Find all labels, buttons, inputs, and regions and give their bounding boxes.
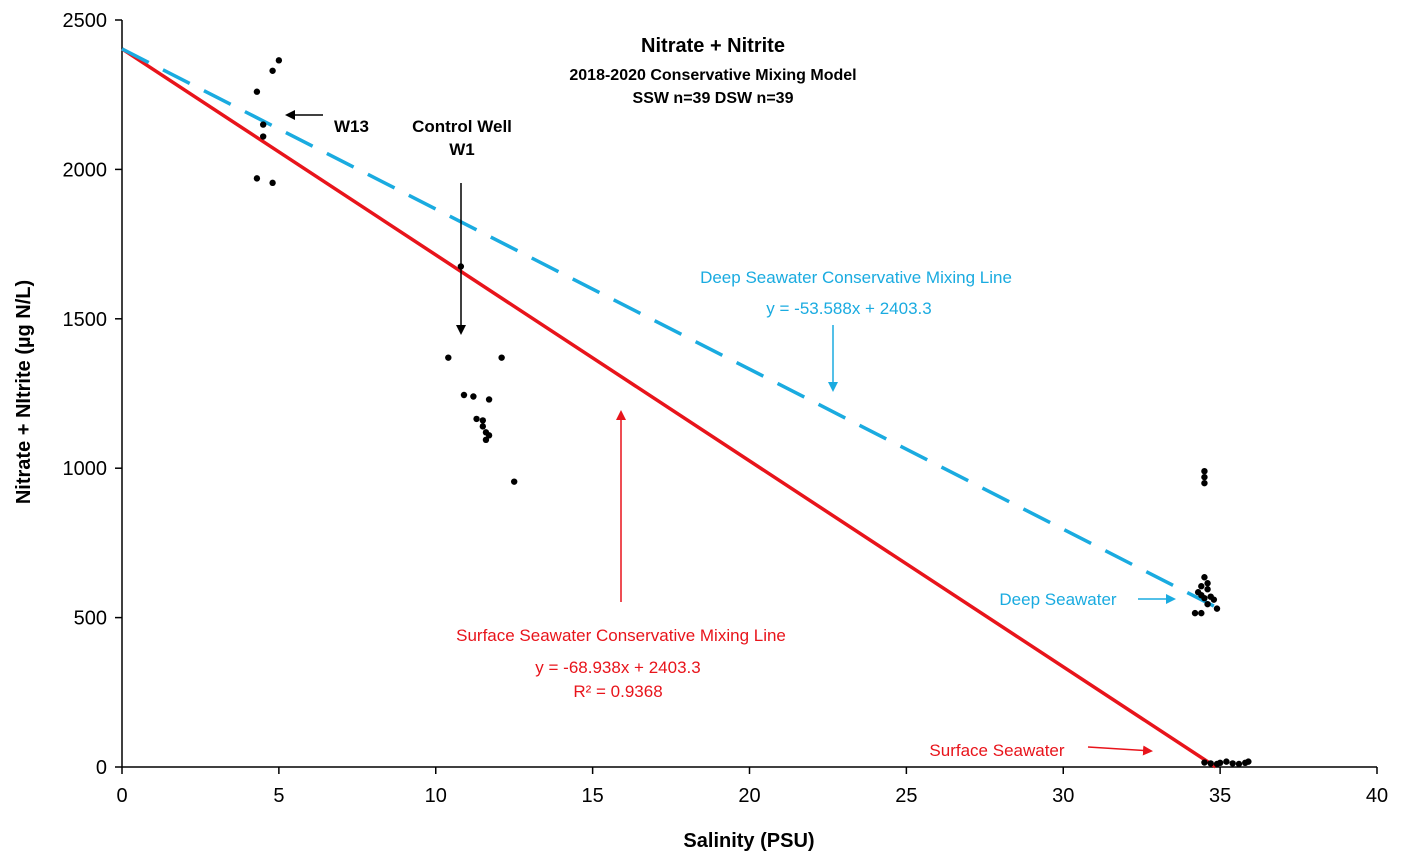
data-point <box>1201 594 1208 602</box>
data-point <box>1207 760 1214 767</box>
chart-title: Nitrate + Nitrite <box>641 35 785 57</box>
data-point <box>473 415 480 423</box>
data-point <box>498 354 505 361</box>
data-point <box>1235 760 1243 768</box>
data-point <box>482 436 490 444</box>
data-point <box>1191 609 1199 617</box>
deep-seawater-mixing-line <box>121 47 1215 608</box>
control-well-label: Control Well <box>412 117 512 136</box>
x-tick-label: 5 <box>273 785 284 807</box>
surface-seawater-mixing-line <box>121 47 1217 769</box>
data-point <box>1201 479 1208 487</box>
data-point <box>460 391 468 399</box>
data-point <box>253 88 261 95</box>
y-axis-title: Nitrate + NItrite (µg N/L) <box>13 280 35 504</box>
y-tick-label: 1500 <box>63 309 108 331</box>
x-axis-title: Salinity (PSU) <box>683 830 814 852</box>
x-tick-label: 10 <box>425 785 447 807</box>
axes <box>115 19 1378 774</box>
data-points <box>253 57 1252 768</box>
surface-line-equation: y = -68.938x + 2403.3 <box>535 658 700 677</box>
y-tick-label: 500 <box>74 608 107 630</box>
data-point <box>1204 600 1211 608</box>
data-point <box>445 354 452 361</box>
x-tick-label: 15 <box>582 785 604 807</box>
data-point <box>479 423 487 430</box>
y-tick-label: 1000 <box>63 458 108 480</box>
x-tick-label: 30 <box>1052 785 1074 807</box>
data-point <box>1204 586 1211 593</box>
x-tick-label: 0 <box>116 785 127 807</box>
data-point <box>1201 467 1208 475</box>
data-point <box>479 417 487 424</box>
surface-line-label: Surface Seawater Conservative Mixing Lin… <box>456 626 786 645</box>
data-point <box>510 478 518 485</box>
x-tick-label: 40 <box>1366 785 1388 807</box>
surface-line-r2: R² = 0.9368 <box>573 682 662 701</box>
surface-seawater-label: Surface Seawater <box>929 741 1064 760</box>
data-point <box>259 133 267 140</box>
data-point <box>1201 759 1208 766</box>
y-tick-label: 2000 <box>63 159 108 181</box>
data-point <box>1198 609 1205 617</box>
tick-labels: 0 5 10 15 20 25 30 35 40 0 500 1000 1500 2000 2500 <box>63 10 1389 807</box>
x-tick-label: 25 <box>895 785 917 807</box>
data-point <box>253 175 261 182</box>
data-point <box>275 57 283 64</box>
mixing-lines <box>121 47 1217 769</box>
data-point <box>1213 605 1221 612</box>
data-point <box>485 432 493 439</box>
control-well-w1-label: W1 <box>449 140 475 159</box>
y-tick-label: 2500 <box>63 10 108 32</box>
data-point <box>1229 760 1236 767</box>
data-point <box>1198 583 1205 590</box>
x-tick-label: 35 <box>1209 785 1231 807</box>
data-point <box>1245 758 1252 765</box>
data-point <box>1210 596 1218 603</box>
data-point <box>485 396 493 403</box>
data-point <box>1204 580 1211 587</box>
data-point <box>269 67 276 74</box>
data-point <box>1201 574 1208 581</box>
deep-line-equation: y = -53.588x + 2403.3 <box>766 299 931 318</box>
data-point <box>1213 760 1221 768</box>
chart-subtitle-line-2: SSW n=39 DSW n=39 <box>633 90 794 107</box>
deep-seawater-label: Deep Seawater <box>999 590 1117 609</box>
x-tick-label: 20 <box>738 785 760 807</box>
data-point <box>259 121 267 128</box>
deep-line-label: Deep Seawater Conservative Mixing Line <box>700 268 1012 287</box>
data-point <box>1201 473 1208 481</box>
data-point <box>269 179 276 187</box>
data-point <box>1223 758 1230 765</box>
w13-label: W13 <box>334 117 369 136</box>
chart-subtitle-line-1: 2018-2020 Conservative Mixing Model <box>569 67 856 84</box>
surface-seawater-arrow <box>1087 745 1153 756</box>
y-tick-label: 0 <box>96 757 107 779</box>
data-point <box>470 393 477 400</box>
